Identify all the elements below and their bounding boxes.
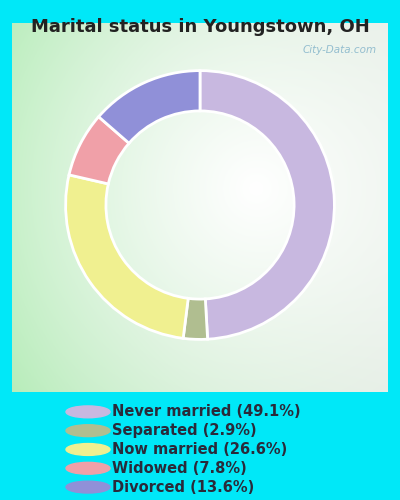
Text: Widowed (7.8%): Widowed (7.8%) — [112, 461, 247, 476]
Text: Never married (49.1%): Never married (49.1%) — [112, 404, 301, 419]
Wedge shape — [99, 70, 200, 143]
Wedge shape — [200, 70, 334, 339]
Text: Separated (2.9%): Separated (2.9%) — [112, 423, 257, 438]
Circle shape — [66, 425, 110, 436]
Circle shape — [66, 462, 110, 474]
Circle shape — [66, 481, 110, 493]
Text: Divorced (13.6%): Divorced (13.6%) — [112, 480, 254, 494]
Circle shape — [66, 444, 110, 456]
Wedge shape — [66, 175, 188, 338]
Text: Marital status in Youngstown, OH: Marital status in Youngstown, OH — [31, 18, 369, 36]
Text: City-Data.com: City-Data.com — [302, 44, 377, 54]
Text: Now married (26.6%): Now married (26.6%) — [112, 442, 287, 457]
Wedge shape — [69, 117, 129, 184]
Circle shape — [66, 406, 110, 418]
Wedge shape — [183, 298, 208, 340]
